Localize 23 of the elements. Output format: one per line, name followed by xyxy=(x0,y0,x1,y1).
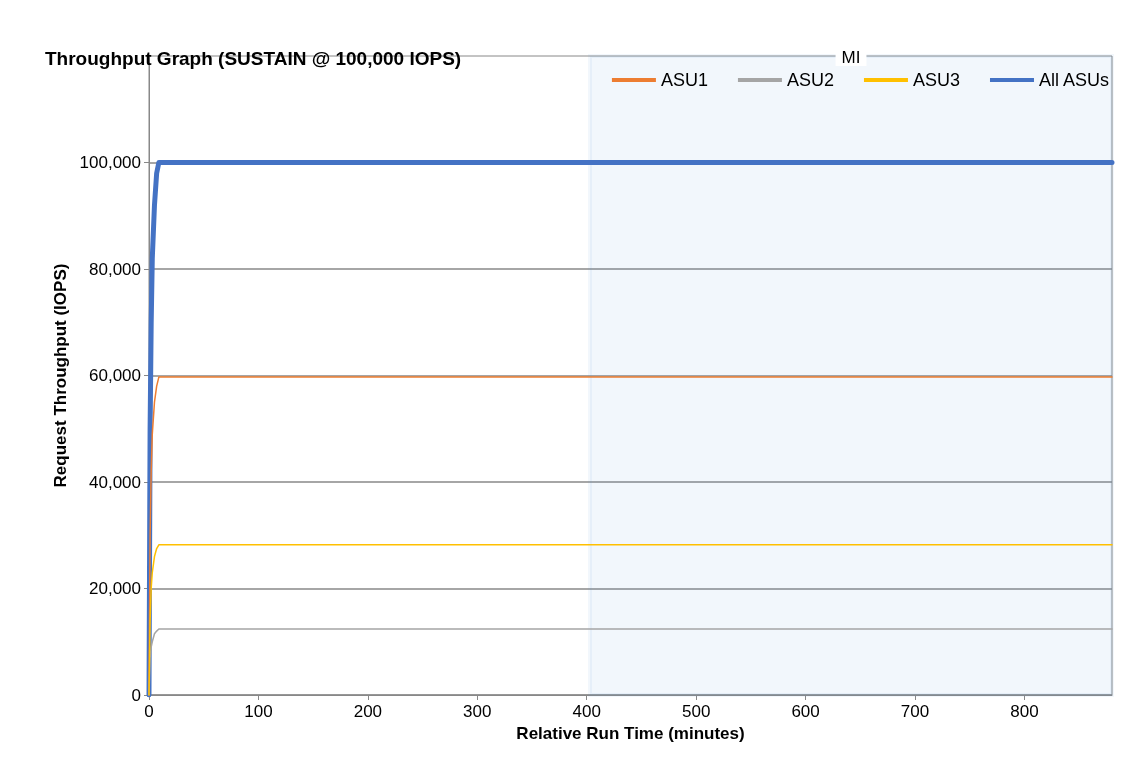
x-tick-label: 100 xyxy=(244,702,273,721)
x-tick-label: 700 xyxy=(900,702,930,721)
y-tick-label: 20,000 xyxy=(89,579,141,598)
x-tick-label: 0 xyxy=(144,702,154,721)
y-tick-label: 0 xyxy=(131,685,141,705)
x-tick-label: 500 xyxy=(681,702,711,721)
legend-label: All ASUs xyxy=(1038,70,1110,90)
legend-label: ASU2 xyxy=(786,70,834,90)
x-tick-label: 800 xyxy=(1010,702,1039,721)
chart-title: Throughput Graph (SUSTAIN @ 100,000 IOPS) xyxy=(45,48,462,69)
y-tick-label: 40,000 xyxy=(89,472,141,492)
legend-label: ASU1 xyxy=(660,70,708,90)
y-tick-label: 60,000 xyxy=(89,366,141,385)
y-tick-label: 80,000 xyxy=(89,259,141,279)
y-tick-label: 100,000 xyxy=(79,153,141,172)
x-tick-label: 300 xyxy=(463,702,492,721)
x-axis-title: Relative Run Time (minutes) xyxy=(516,723,745,743)
band-label: MI xyxy=(841,48,861,67)
x-tick-label: 200 xyxy=(353,702,383,721)
y-axis-title: Request Throughput (IOPS) xyxy=(50,263,70,488)
x-tick-label: 400 xyxy=(572,702,601,721)
legend-label: ASU3 xyxy=(912,70,960,90)
x-tick-label: 600 xyxy=(791,702,820,721)
